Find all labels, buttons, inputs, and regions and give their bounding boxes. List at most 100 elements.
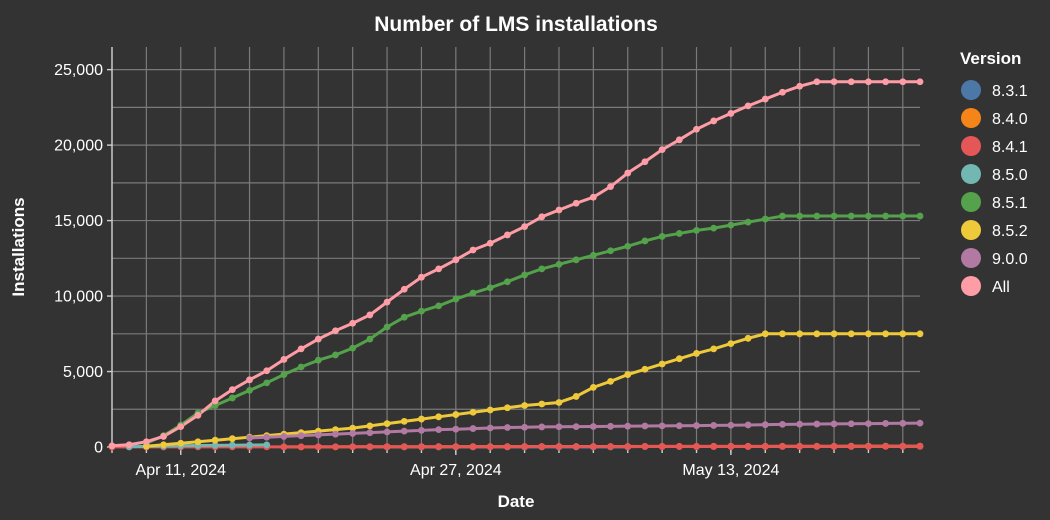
data-point-9-0-0 xyxy=(400,427,408,435)
axes: 0 5,000 10,000 15,000 20,000 25,000 Apr 11, 20… xyxy=(54,47,920,479)
data-point-9-0-0 xyxy=(332,430,339,438)
data-point-9-0-0 xyxy=(435,426,443,434)
data-point-9-0-0 xyxy=(813,420,821,428)
data-point-9-0-0 xyxy=(744,421,752,429)
data-point-8-5-1 xyxy=(314,356,322,364)
data-point-8-5-2 xyxy=(383,420,391,427)
series-line-8-5-2 xyxy=(144,332,922,448)
data-point-9-0-0 xyxy=(865,420,872,427)
legend-swatch-8-3-1 xyxy=(961,80,981,100)
data-point-all xyxy=(813,78,821,86)
data-point-9-0-0 xyxy=(538,423,546,431)
data-point-8-4-1 xyxy=(538,443,546,451)
data-point-all xyxy=(314,335,322,343)
data-point-8-4-1 xyxy=(504,443,511,451)
data-point-8-5-1 xyxy=(607,247,614,255)
data-point-8-5-2 xyxy=(899,330,907,338)
legend-swatch-8-5-0 xyxy=(961,164,981,184)
x-tick-label: Apr 11, 2024 xyxy=(136,462,227,479)
data-point-all xyxy=(555,206,563,214)
data-point-all xyxy=(693,125,700,133)
data-point-8-5-2 xyxy=(727,340,735,347)
data-point-9-0-0 xyxy=(349,430,357,437)
data-point-8-4-1 xyxy=(710,443,718,450)
data-point-8-5-1 xyxy=(830,212,838,220)
legend-swatch-8-4-0 xyxy=(961,108,981,128)
data-point-8-4-1 xyxy=(658,443,666,450)
data-point-all xyxy=(142,438,150,446)
data-point-8-5-0 xyxy=(211,441,219,449)
data-point-all xyxy=(521,223,528,231)
data-point-8-5-0 xyxy=(228,441,236,449)
data-point-9-0-0 xyxy=(572,423,580,431)
data-point-8-5-1 xyxy=(486,284,494,292)
data-point-8-5-1 xyxy=(813,212,821,220)
data-point-8-4-1 xyxy=(332,443,339,451)
data-point-9-0-0 xyxy=(761,421,769,429)
data-point-8-5-1 xyxy=(452,295,460,303)
data-point-9-0-0 xyxy=(383,428,391,436)
data-point-all xyxy=(108,442,116,450)
data-point-8-5-1 xyxy=(710,224,718,232)
data-point-8-5-0 xyxy=(263,441,271,449)
data-point-all xyxy=(297,345,305,353)
data-point-all xyxy=(916,78,924,86)
data-point-all xyxy=(263,367,271,375)
data-point-8-4-1 xyxy=(314,443,322,451)
data-point-all xyxy=(486,239,494,247)
legend-label-8-4-1: 8.4.1 xyxy=(992,139,1028,156)
data-point-8-4-1 xyxy=(899,443,907,450)
data-point-9-0-0 xyxy=(727,421,735,429)
data-point-8-5-1 xyxy=(847,212,855,220)
data-point-9-0-0 xyxy=(675,422,683,430)
data-point-all xyxy=(710,117,718,125)
data-point-8-4-1 xyxy=(761,443,769,450)
data-point-all xyxy=(882,78,890,86)
data-point-8-5-1 xyxy=(572,256,580,264)
data-point-9-0-0 xyxy=(607,422,614,430)
data-point-all xyxy=(761,95,769,103)
data-point-8-4-1 xyxy=(297,443,305,451)
data-point-8-5-1 xyxy=(297,363,305,371)
data-point-all xyxy=(332,327,339,335)
x-axis-title: Date xyxy=(498,492,535,511)
data-point-all xyxy=(658,146,666,154)
data-point-9-0-0 xyxy=(504,424,511,431)
data-point-8-5-2 xyxy=(228,435,236,443)
data-point-all xyxy=(572,199,580,207)
data-point-8-4-1 xyxy=(865,443,872,450)
data-point-8-4-1 xyxy=(452,443,460,451)
legend-label-8-5-0: 8.5.0 xyxy=(992,167,1028,184)
data-point-8-4-1 xyxy=(366,443,374,451)
data-point-8-5-1 xyxy=(504,278,511,286)
legend-swatch-8-4-1 xyxy=(961,136,981,156)
data-point-all xyxy=(435,265,443,273)
y-axis-title: Installations xyxy=(9,197,28,296)
data-point-8-5-1 xyxy=(899,212,907,220)
data-point-8-4-1 xyxy=(916,443,924,450)
data-point-8-5-2 xyxy=(435,413,443,421)
data-point-9-0-0 xyxy=(555,423,563,431)
data-point-8-4-1 xyxy=(418,443,425,451)
data-point-all xyxy=(125,441,133,449)
data-point-9-0-0 xyxy=(263,433,271,441)
data-point-8-5-2 xyxy=(882,330,890,338)
data-point-8-5-2 xyxy=(177,439,185,447)
data-point-8-5-2 xyxy=(589,383,597,391)
data-point-all xyxy=(796,82,804,90)
data-point-9-0-0 xyxy=(246,434,253,442)
data-point-8-5-1 xyxy=(228,394,236,402)
data-point-all xyxy=(228,386,236,394)
data-point-8-4-1 xyxy=(400,443,408,451)
data-point-9-0-0 xyxy=(486,424,494,432)
data-point-9-0-0 xyxy=(658,422,666,430)
data-point-8-5-1 xyxy=(641,237,649,245)
x-tick-label: Apr 27, 2024 xyxy=(410,462,502,479)
data-point-8-5-1 xyxy=(521,271,528,279)
data-point-8-5-1 xyxy=(349,344,357,352)
data-point-8-5-2 xyxy=(847,330,855,338)
data-point-all xyxy=(418,273,425,281)
y-tick-label: 25,000 xyxy=(54,62,103,79)
data-point-8-5-2 xyxy=(830,330,838,338)
data-point-8-5-2 xyxy=(744,334,752,342)
